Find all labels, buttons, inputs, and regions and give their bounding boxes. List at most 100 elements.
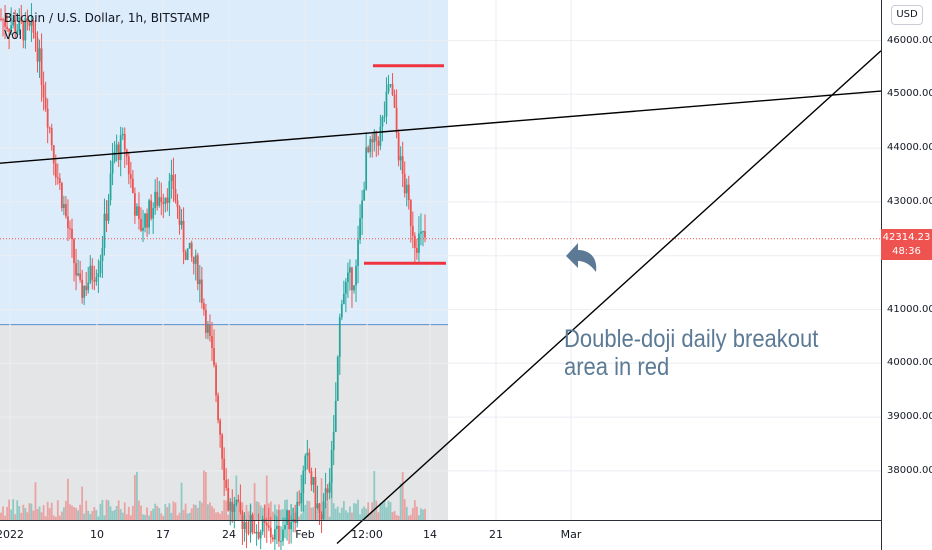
candle-body <box>200 279 203 304</box>
candle-body <box>184 252 187 260</box>
candle-body <box>172 174 175 189</box>
volume-bar <box>312 507 315 520</box>
candle-body <box>310 471 313 485</box>
volume-bar <box>393 510 396 520</box>
volume-bar <box>326 501 329 520</box>
candle-body <box>367 147 370 152</box>
volume-bar <box>377 512 380 520</box>
candle-body <box>30 20 33 26</box>
currency-button[interactable]: USD <box>891 5 923 25</box>
volume-bar <box>20 512 23 520</box>
volume-bar <box>6 506 8 520</box>
trendline-upper[interactable] <box>0 90 882 164</box>
candle-body <box>138 206 140 219</box>
volume-bar <box>215 512 217 520</box>
candle-body <box>168 181 171 203</box>
candle-body <box>347 272 349 283</box>
highlight-zone-upper <box>0 0 448 325</box>
volume-bar <box>237 502 240 520</box>
candle-body <box>278 525 280 542</box>
trendline-rising[interactable] <box>336 50 882 545</box>
volume-bar <box>387 500 390 520</box>
candle-body <box>324 488 327 502</box>
candle-body <box>140 218 142 231</box>
volume-bar <box>257 502 260 520</box>
candle-body <box>136 206 138 216</box>
candle-body <box>387 84 390 92</box>
volume-bar <box>318 514 321 520</box>
volume-bar <box>152 508 155 520</box>
candle-body <box>202 303 205 310</box>
candle-body <box>298 501 301 504</box>
volume-bar <box>154 503 157 520</box>
volume-bar <box>302 478 305 520</box>
x-tick-label: Mar <box>560 528 582 541</box>
volume-bar <box>30 503 33 520</box>
volume-bar <box>249 503 252 520</box>
x-tick-label: 2022 <box>0 528 24 541</box>
candle-body <box>129 174 132 179</box>
volume-bar <box>8 499 11 520</box>
volume-bar <box>184 503 187 520</box>
volume-bar <box>180 482 183 520</box>
curved-arrow-icon[interactable] <box>566 243 597 272</box>
bar-countdown: 48:36 <box>892 246 921 257</box>
candle-body <box>109 173 112 201</box>
volume-bar <box>265 475 268 520</box>
candle-body <box>349 267 351 273</box>
candle-body <box>180 220 183 225</box>
volume-bar <box>420 508 422 520</box>
volume-bar <box>200 502 203 520</box>
volume-bar <box>227 514 230 520</box>
candle-body <box>4 19 6 27</box>
volume-bar <box>79 504 82 520</box>
candle-body <box>71 228 73 240</box>
volume-bar <box>219 513 222 520</box>
candle-body <box>405 184 408 194</box>
candle-body <box>235 499 238 505</box>
volume-bar <box>340 507 343 520</box>
candle-body <box>267 525 270 528</box>
volume-legend: Vol <box>4 28 22 42</box>
candle-body <box>89 265 92 283</box>
candle-body <box>156 191 159 206</box>
candle-body <box>221 434 224 459</box>
annotation-text[interactable]: Double-doji daily breakout area in red <box>564 325 818 381</box>
candle-body <box>399 156 402 161</box>
candle-body <box>190 242 193 258</box>
candle-body <box>259 531 262 539</box>
candle-body <box>46 108 49 128</box>
candle-body <box>296 501 299 524</box>
candle-body <box>280 540 282 542</box>
candle-body <box>338 317 341 357</box>
volume-bar <box>73 507 75 520</box>
volume-bar <box>334 508 337 520</box>
volume-bar <box>131 505 134 520</box>
volume-bar <box>2 506 4 520</box>
candle-body <box>225 480 228 488</box>
volume-bar <box>83 513 86 520</box>
volume-bar <box>363 506 366 520</box>
volume-bar <box>166 507 169 520</box>
candle-body <box>342 293 345 304</box>
candle-body <box>146 213 148 228</box>
volume-bar <box>357 499 359 520</box>
volume-bar <box>87 510 90 520</box>
candle-body <box>107 200 110 221</box>
candle-body <box>381 117 384 127</box>
volume-bar <box>4 515 6 520</box>
volume-bar <box>300 513 303 520</box>
candle-body <box>150 200 153 219</box>
candle-body <box>194 255 197 264</box>
candle-body <box>14 20 17 33</box>
candle-body <box>217 395 219 421</box>
volume-bar <box>385 507 388 520</box>
candle-body <box>69 228 71 230</box>
candle-body <box>253 532 256 534</box>
candle-body <box>361 200 364 219</box>
candle-body <box>83 285 86 298</box>
candle-body <box>407 184 410 201</box>
candle-body <box>351 267 353 291</box>
